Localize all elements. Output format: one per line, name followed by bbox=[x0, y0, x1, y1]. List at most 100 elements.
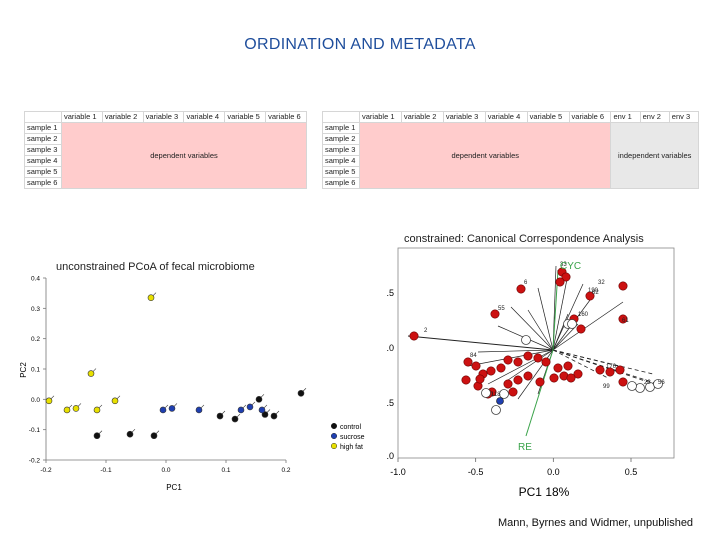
y-tick-label: .5 bbox=[386, 288, 394, 298]
cca-point-red bbox=[535, 377, 545, 387]
data-point-control bbox=[297, 389, 305, 397]
x-axis-label: PC1 bbox=[166, 483, 182, 492]
row-label: sample 1 bbox=[24, 122, 62, 134]
vector-line bbox=[552, 301, 624, 351]
cca-point-red bbox=[490, 309, 500, 319]
y-tick-label: .0 bbox=[386, 451, 394, 461]
cca-point-white bbox=[521, 335, 531, 345]
legend-label: sucrose bbox=[340, 434, 365, 441]
constrained-matrix: variable 1 variable 2 variable 3 variable 4… bbox=[322, 111, 700, 189]
cca-point-red bbox=[595, 365, 605, 375]
pcoa-plot: -0.2 -0.1 0.0 0.1 0.2 0.4 0.3 0.2 0.1 0.0 -0.1 -0.2… bbox=[19, 276, 365, 493]
column-header: env 3 bbox=[668, 111, 700, 123]
cca-point-white bbox=[481, 388, 491, 398]
cca-point-red bbox=[523, 351, 533, 361]
cca-point-red bbox=[549, 373, 559, 383]
row-label: sample 4 bbox=[322, 155, 360, 167]
table-row: sample 1 dependent variables independent v… bbox=[322, 122, 699, 189]
cca-point-red bbox=[618, 314, 628, 324]
y-tick-label: -0.2 bbox=[29, 458, 41, 465]
legend-marker bbox=[330, 442, 338, 450]
row-label: sample 3 bbox=[322, 144, 360, 156]
x-tick-label: -0.5 bbox=[468, 467, 484, 477]
data-point-high-fat bbox=[93, 406, 101, 414]
row-label: sample 5 bbox=[322, 166, 360, 178]
column-header: variable 5 bbox=[224, 111, 267, 123]
point-label: 118 bbox=[491, 392, 501, 398]
data-point-control bbox=[261, 411, 269, 418]
data-point-control bbox=[231, 415, 239, 423]
vector-line bbox=[510, 306, 554, 351]
vector-label-cyc: CYC bbox=[560, 261, 581, 272]
row-label: sample 2 bbox=[322, 133, 360, 145]
cca-point-red bbox=[618, 377, 628, 387]
cca-point-red bbox=[553, 363, 563, 373]
pcoa-caption: unconstrained PCoA of fecal microbiome bbox=[56, 261, 255, 273]
data-point-sucrose bbox=[246, 403, 254, 411]
cca-point-red bbox=[555, 277, 565, 287]
data-point-high-fat bbox=[45, 397, 53, 405]
point-label: 61 bbox=[622, 318, 629, 324]
table-row: sample 1 dependent variables bbox=[24, 122, 307, 189]
y-tick-label: 0.4 bbox=[31, 276, 40, 283]
y-tick-label: .5 bbox=[386, 398, 394, 408]
data-point-control bbox=[150, 432, 158, 440]
y-tick-label: 0.2 bbox=[31, 336, 40, 343]
cca-point-red bbox=[561, 272, 571, 282]
legend-label: control bbox=[340, 424, 361, 431]
data-point-control bbox=[126, 430, 134, 438]
cca-point-red bbox=[533, 353, 543, 363]
vector-line-dashed bbox=[552, 349, 659, 385]
y-tick-label: 0.1 bbox=[31, 367, 40, 374]
vector-line bbox=[527, 309, 554, 351]
vector-line bbox=[552, 283, 584, 351]
vector-line bbox=[477, 349, 554, 353]
row-label: sample 6 bbox=[24, 177, 62, 189]
data-point-high-fat bbox=[72, 405, 80, 412]
data-point-control bbox=[270, 412, 278, 420]
y-tick-label: 0.3 bbox=[31, 306, 40, 313]
cca-point-red bbox=[461, 375, 471, 385]
row-label: sample 2 bbox=[24, 133, 62, 145]
point-label: 190 bbox=[588, 288, 599, 294]
data-point-sucrose bbox=[195, 406, 203, 414]
dependent-block-label: dependent variables bbox=[61, 122, 307, 189]
x-tick-label: -0.1 bbox=[100, 467, 112, 474]
cca-point-red bbox=[513, 357, 523, 367]
cca-point-red bbox=[615, 365, 625, 375]
y-axis-label: PC2 bbox=[19, 362, 28, 378]
cca-point-red bbox=[409, 331, 419, 341]
cca-point-red bbox=[503, 355, 513, 365]
column-header: variable 1 bbox=[359, 111, 402, 123]
data-point-sucrose bbox=[168, 405, 176, 412]
cca-point-red bbox=[605, 367, 615, 377]
point-label: 56 bbox=[658, 380, 665, 386]
y-tick-label: 0.0 bbox=[31, 397, 40, 404]
table-row: sample 6 bbox=[322, 177, 699, 189]
page-title: ORDINATION AND METADATA bbox=[244, 36, 476, 53]
column-header: env 2 bbox=[639, 111, 670, 123]
x-tick-label: -0.2 bbox=[40, 467, 52, 474]
point-label: 99 bbox=[603, 384, 610, 390]
vector-line bbox=[407, 335, 554, 351]
data-point-high-fat bbox=[147, 294, 155, 302]
legend-label: high fat bbox=[340, 444, 363, 451]
column-header: variable 3 bbox=[442, 111, 486, 123]
dependent-variables-matrix: variable 1 variable 2 variable 3 variable 4… bbox=[24, 111, 307, 189]
x-tick-label: 0.2 bbox=[281, 467, 290, 474]
point-label: 160 bbox=[578, 312, 589, 318]
cca-point-white bbox=[499, 389, 509, 399]
cca-point-red bbox=[513, 375, 523, 385]
data-point-sucrose bbox=[159, 406, 167, 414]
cca-point-red bbox=[576, 324, 586, 334]
column-header: variable 2 bbox=[400, 111, 444, 123]
y-tick-label: .0 bbox=[386, 343, 394, 353]
x-tick-label: 0.0 bbox=[161, 467, 170, 474]
corner-cell bbox=[322, 111, 360, 123]
cca-point-red bbox=[486, 366, 496, 376]
vector-line bbox=[507, 349, 554, 381]
x-tick-label: 0.0 bbox=[547, 467, 560, 477]
cca-point-red bbox=[563, 361, 573, 371]
cca-point-red bbox=[503, 379, 513, 389]
vector-line bbox=[552, 273, 569, 351]
